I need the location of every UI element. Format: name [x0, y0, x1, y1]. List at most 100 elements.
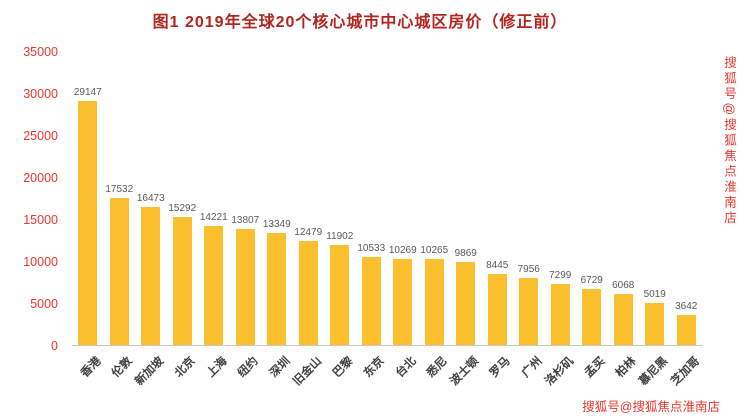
bar-slot: 13807 — [230, 52, 262, 345]
bar-slot: 3642 — [671, 52, 703, 345]
bar-value-label: 16473 — [136, 193, 165, 205]
chart-title: 图1 2019年全球20个核心城市中心城区房价（修正前） — [152, 14, 568, 31]
bar — [235, 229, 255, 345]
bar — [613, 294, 633, 345]
x-axis-category-label: 巴黎 — [330, 355, 356, 380]
y-tick-label: 25000 — [23, 129, 58, 143]
bar-chart: 0 5000 10000 15000 20000 25000 30000 35000 2914… — [10, 38, 730, 410]
bar-slot: 10269 — [387, 52, 419, 345]
x-label-slot: 台北 — [387, 348, 419, 410]
bar-slot: 7299 — [545, 52, 577, 345]
x-label-slot: 纽约 — [230, 348, 262, 410]
bar-value-label: 9869 — [454, 248, 477, 260]
x-label-slot: 罗马 — [482, 348, 514, 410]
bar-value-label: 13807 — [231, 215, 260, 227]
bar — [109, 198, 129, 345]
x-axis-category-label: 旧金山 — [290, 355, 324, 389]
x-axis-category-label: 新加坡 — [133, 355, 167, 389]
bar — [298, 240, 318, 345]
y-axis: 0 5000 10000 15000 20000 25000 30000 35000 — [10, 45, 66, 353]
x-axis-category-label: 慕尼黑 — [637, 355, 671, 389]
x-axis-category-label: 台北 — [393, 355, 419, 380]
x-axis-category-label: 罗马 — [488, 355, 513, 380]
y-tick-label: 10000 — [23, 255, 58, 269]
x-axis-category-label: 波士顿 — [448, 355, 482, 389]
bar — [267, 233, 287, 345]
bar — [550, 283, 570, 345]
x-label-slot: 悉尼 — [419, 348, 451, 410]
bar — [676, 314, 696, 345]
bar — [78, 101, 98, 345]
bar — [487, 274, 507, 345]
x-label-slot: 深圳 — [261, 348, 293, 410]
bar-value-label: 15292 — [168, 202, 197, 214]
x-axis-category-label: 上海 — [204, 355, 230, 380]
bar-value-label: 17532 — [105, 184, 134, 196]
x-label-slot: 广州 — [513, 348, 545, 410]
x-label-slot: 旧金山 — [291, 348, 325, 410]
bar-slot: 10265 — [419, 52, 451, 345]
x-label-slot: 东京 — [356, 348, 388, 410]
bar-value-label: 29147 — [73, 87, 102, 98]
x-axis-category-label: 香港 — [78, 355, 104, 380]
x-label-slot: 北京 — [167, 348, 199, 410]
bar-value-label: 14221 — [199, 211, 228, 223]
bar — [330, 245, 350, 345]
x-label-slot: 上海 — [198, 348, 230, 410]
bar-value-label: 10533 — [357, 242, 386, 254]
bar-slot: 10533 — [356, 52, 388, 345]
bar-slot: 13349 — [261, 52, 293, 345]
x-axis-category-label: 纽约 — [236, 355, 261, 380]
bar — [424, 259, 444, 345]
x-axis-category-label: 孟买 — [582, 355, 608, 380]
bar-value-label: 6068 — [612, 280, 635, 292]
bar — [519, 278, 539, 345]
bar-slot: 14221 — [198, 52, 230, 345]
bar-value-label: 10269 — [388, 245, 417, 257]
bar — [645, 302, 665, 345]
bar-slot: 12479 — [293, 52, 325, 345]
bar-value-label: 11902 — [326, 231, 354, 243]
x-label-slot: 新加坡 — [133, 348, 167, 410]
bar — [393, 259, 413, 345]
bar-slot: 7956 — [513, 52, 545, 345]
x-label-slot: 洛杉矶 — [543, 348, 577, 410]
x-label-slot: 巴黎 — [324, 348, 356, 410]
y-tick-label: 5000 — [30, 297, 58, 311]
bar-slot: 29147 — [72, 52, 104, 345]
plot-area: 29147 17532 16473 15292 14221 13807 13349 12479… — [72, 52, 702, 346]
x-label-slot: 伦敦 — [104, 348, 136, 410]
bar — [582, 288, 602, 345]
bar — [204, 225, 224, 345]
bar-value-label: 3642 — [675, 300, 698, 312]
watermark-vertical: 搜狐号@搜狐焦点淮南店 — [722, 56, 736, 227]
bar-slot: 17532 — [104, 52, 136, 345]
x-axis-category-label: 洛杉矶 — [542, 355, 576, 389]
bar — [141, 207, 161, 345]
bar-slot: 6729 — [576, 52, 608, 345]
bar-value-label: 7299 — [549, 269, 572, 281]
y-tick-label: 35000 — [23, 45, 58, 59]
watermark-bottom: 搜狐号@搜狐焦点淮南店 — [582, 400, 720, 414]
bar-slot: 6068 — [608, 52, 640, 345]
bar-value-label: 5019 — [643, 288, 666, 300]
bar-value-label: 13349 — [262, 219, 291, 231]
x-axis-category-label: 芝加哥 — [668, 355, 702, 389]
bar-value-label: 6729 — [580, 274, 603, 286]
bar-value-label: 7956 — [517, 264, 540, 276]
y-tick-label: 30000 — [23, 87, 58, 101]
bar-value-label: 8445 — [486, 260, 509, 272]
bar-slot: 8445 — [482, 52, 514, 345]
bar-value-label: 10265 — [420, 245, 449, 257]
bar-slot: 9869 — [450, 52, 482, 345]
x-axis-category-label: 东京 — [362, 355, 387, 380]
bar-slot: 5019 — [639, 52, 671, 345]
bar-slot: 16473 — [135, 52, 167, 345]
x-label-slot: 香港 — [72, 348, 104, 410]
bar — [456, 262, 476, 345]
bar-slot: 15292 — [167, 52, 199, 345]
x-axis-category-label: 北京 — [173, 355, 198, 380]
y-tick-label: 0 — [51, 339, 58, 353]
y-tick-label: 15000 — [23, 213, 58, 227]
